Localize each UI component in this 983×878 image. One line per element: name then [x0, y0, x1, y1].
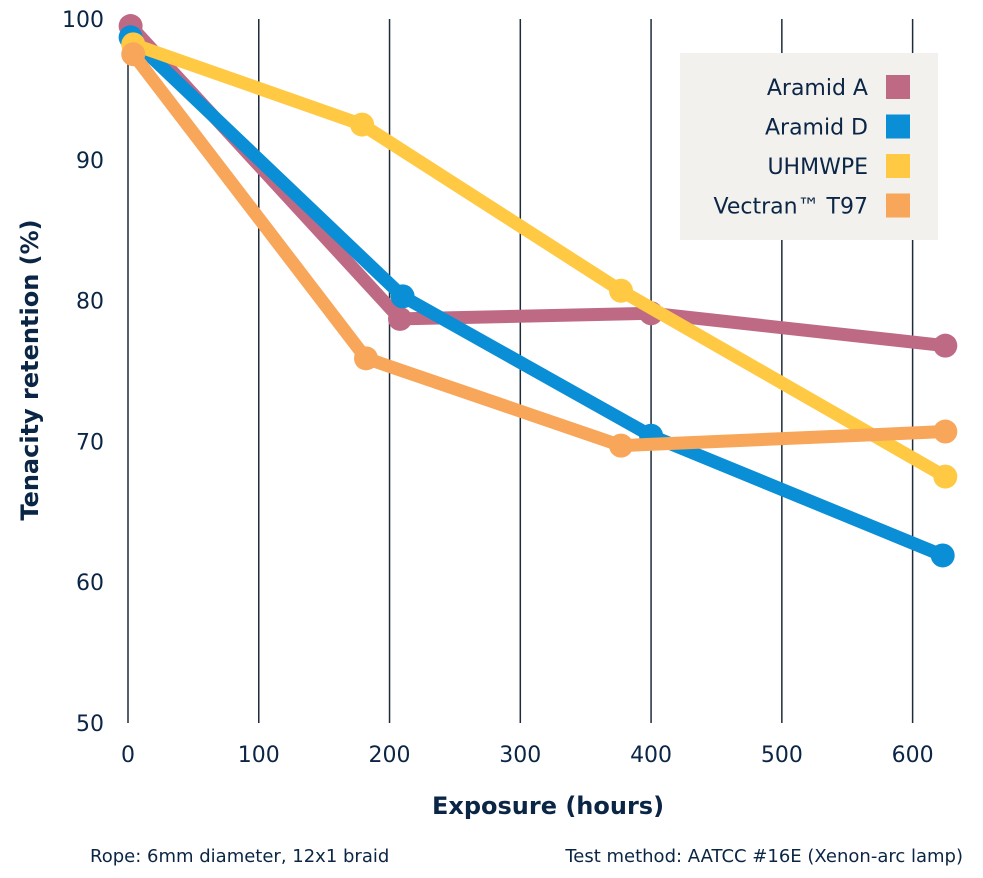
data-point-vectran-t97-2 — [609, 433, 633, 458]
footnote-test-method: Test method: AATCC #16E (Xenon-arc lamp) — [564, 846, 963, 867]
x-axis-title: Exposure (hours) — [432, 792, 664, 820]
legend-label-vectran-t97: Vectran™ T97 — [714, 195, 869, 220]
series-line-vectran-t97 — [126, 47, 952, 453]
data-point-aramid-d-1 — [390, 284, 415, 309]
data-point-uhmwpe-3 — [933, 464, 958, 489]
series-vectran-t97 — [121, 42, 958, 458]
data-point-uhmwpe-2 — [609, 278, 633, 303]
y-tick-label-60: 60 — [76, 571, 104, 596]
legend-label-uhmwpe: UHMWPE — [767, 155, 868, 180]
legend-swatch-vectran-t97 — [886, 193, 910, 218]
series-line-uhmwpe — [126, 37, 952, 484]
x-tick-label-500: 500 — [761, 743, 803, 768]
y-tick-label-50: 50 — [76, 712, 104, 737]
legend: Aramid A Aramid D UHMWPE Vectran™ T97 — [680, 53, 938, 240]
data-point-vectran-t97-0 — [121, 42, 146, 67]
y-tick-label-100: 100 — [62, 8, 104, 33]
x-tick-label-200: 200 — [369, 743, 411, 768]
legend-swatch-aramid-a — [886, 75, 910, 99]
legend-label-aramid-a: Aramid A — [767, 76, 868, 101]
legend-swatch-uhmwpe — [886, 154, 910, 178]
x-tick-label-600: 600 — [892, 743, 934, 768]
y-tick-label-80: 80 — [76, 290, 104, 315]
data-point-aramid-d-3 — [930, 543, 955, 568]
legend-swatch-aramid-d — [886, 114, 910, 139]
y-axis-title: Tenacity retention (%) — [16, 219, 44, 520]
data-point-aramid-a-3 — [933, 333, 958, 358]
x-tick-label-0: 0 — [121, 743, 135, 768]
legend-label-aramid-d: Aramid D — [765, 116, 868, 141]
data-point-aramid-a-1 — [388, 306, 412, 331]
y-tick-label-90: 90 — [76, 149, 104, 174]
x-tick-label-100: 100 — [238, 743, 280, 768]
series-line-aramid-d — [124, 30, 950, 562]
tick-labels: 0 100 200 300 400 500 600 50 60 70 80 90 100 — [62, 8, 934, 768]
x-tick-label-400: 400 — [630, 743, 672, 768]
y-tick-label-70: 70 — [76, 430, 104, 455]
footnote-rope: Rope: 6mm diameter, 12x1 braid — [90, 846, 389, 867]
series-layer — [118, 14, 958, 568]
x-tick-label-300: 300 — [499, 743, 541, 768]
data-point-vectran-t97-1 — [354, 346, 378, 371]
data-point-vectran-t97-3 — [933, 419, 958, 444]
data-point-uhmwpe-1 — [350, 112, 375, 137]
